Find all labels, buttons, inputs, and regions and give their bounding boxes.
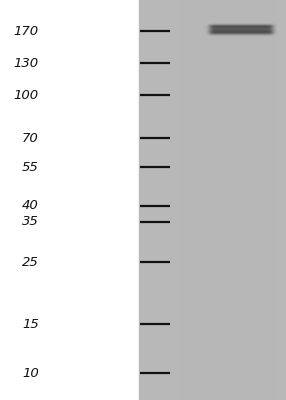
- Text: 10: 10: [22, 366, 39, 380]
- Text: 35: 35: [22, 215, 39, 228]
- Text: 100: 100: [13, 89, 39, 102]
- Text: 15: 15: [22, 318, 39, 331]
- Text: 70: 70: [22, 132, 39, 145]
- Text: 40: 40: [22, 199, 39, 212]
- Text: 25: 25: [22, 256, 39, 269]
- Text: 170: 170: [13, 25, 39, 38]
- Text: 130: 130: [13, 57, 39, 70]
- Text: 55: 55: [22, 161, 39, 174]
